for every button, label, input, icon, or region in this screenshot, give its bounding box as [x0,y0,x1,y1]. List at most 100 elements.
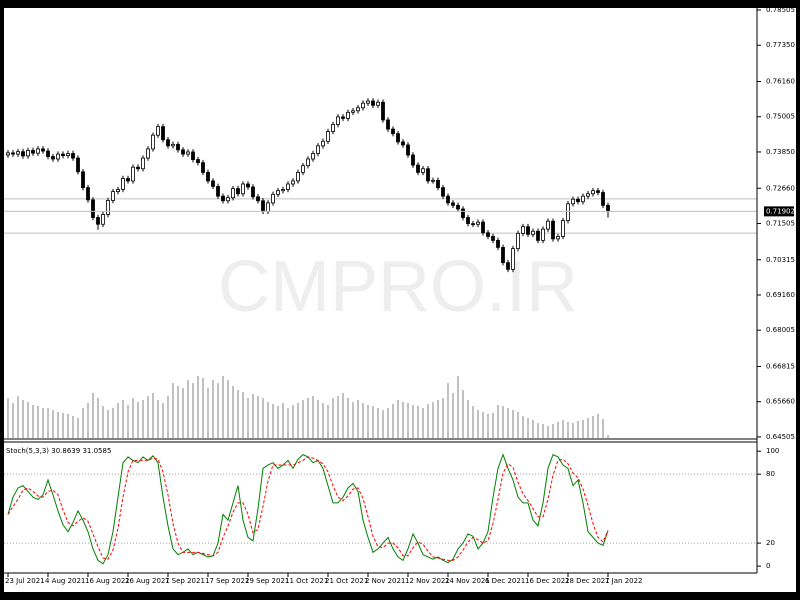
candle-body [561,220,565,237]
candle-body [6,152,10,156]
candle-body [101,214,105,225]
x-tick-label: 23 Jul 2021 [5,577,45,585]
candle-body [56,153,60,160]
chart-area [4,8,796,592]
candle-body [501,247,505,264]
candle-body [181,149,185,155]
candle-body [16,151,20,155]
candle-body [321,140,325,147]
candle-body [196,159,200,164]
candle-body [141,157,145,170]
candle-body [456,204,460,210]
candle-body [591,190,595,195]
y-tick-label: 20 [766,539,775,547]
candle-body [116,189,120,193]
candle-body [576,198,580,203]
x-tick-label: 7 Jan 2022 [605,577,643,585]
y-tick-label: 0.72660 [766,184,795,192]
candle-body [246,183,250,188]
candle-body [211,180,215,187]
candle-body [136,166,140,170]
candle-body [351,110,355,113]
candle-body [316,145,320,154]
y-tick-label: 0.78505 [766,6,795,14]
candle-body [436,179,440,189]
candle-body [261,200,265,212]
candle-body [11,152,15,155]
candle-body [166,139,170,147]
x-tick-label: 12 Nov 2021 [405,577,450,585]
candle-body [221,195,225,202]
y-tick-label: 0.71505 [766,219,795,227]
candle-body [186,151,190,155]
candle-body [426,168,430,182]
candle-body [386,119,390,130]
y-tick-label: 0.77350 [766,41,795,49]
x-tick-label: 29 Sep 2021 [245,577,289,585]
candle-body [596,190,600,193]
candle-body [21,151,25,157]
x-tick-label: 4 Aug 2021 [45,577,85,585]
last-price-box [764,206,794,217]
candle-body [531,230,535,235]
y-tick-label: 0.64505 [766,433,795,441]
candle-body [26,150,30,157]
y-tick-label: 0.68005 [766,326,795,334]
candle-body [421,168,425,173]
candle-body [256,196,260,202]
candle-body [71,153,75,159]
candle-body [161,126,165,141]
candle-body [411,154,415,166]
y-tick-label: 0.76160 [766,78,795,86]
candle-body [251,186,255,198]
candle-body [106,200,110,215]
candle-body [381,101,385,121]
candle-body [306,158,310,167]
x-tick-label: 26 Aug 2021 [125,577,170,585]
candle-body [371,100,375,106]
candle-body [451,202,455,206]
candle-body [146,148,150,159]
candle-body [66,153,70,157]
x-tick-label: 7 Sep 2021 [165,577,205,585]
candle-body [441,187,445,197]
candle-body [396,133,400,143]
stoch-signal [7,456,609,561]
candle-body [536,230,540,241]
indicator-label: Stoch(5,3,3) 30.8639 31.0585 [6,447,111,455]
candle-body [131,166,135,182]
candle-body [281,189,285,192]
x-tick-label: 28 Dec 2021 [565,577,610,585]
x-tick-label: 16 Dec 2021 [525,577,570,585]
y-tick-label: 0 [766,562,770,570]
candle-body [406,144,410,156]
candle-body [241,183,245,195]
candle-body [86,187,90,201]
x-tick-label: 24 Nov 2021 [445,577,490,585]
candle-body [361,102,365,109]
candle-body [461,208,465,218]
candle-body [126,178,130,182]
candle-body [266,202,270,212]
candle-body [476,221,480,225]
candle-body [46,150,50,157]
candle-body [111,191,115,201]
candle-body [291,180,295,185]
candle-body [601,192,605,206]
candle-body [496,240,500,248]
x-tick-label: 16 Aug 2021 [85,577,130,585]
candle-body [341,116,345,119]
candle-body [96,217,100,225]
candle-body [581,195,585,203]
candle-body [206,171,210,182]
candle-body [41,148,45,152]
candle-body [356,107,360,112]
candle-body [541,228,545,241]
candle-body [366,100,370,104]
candle-body [151,134,155,150]
candle-body [511,248,515,270]
candle-body [446,195,450,204]
x-tick-label: 2 Nov 2021 [365,577,405,585]
y-tick-label: 0.70315 [766,256,795,264]
candle-body [516,232,520,250]
